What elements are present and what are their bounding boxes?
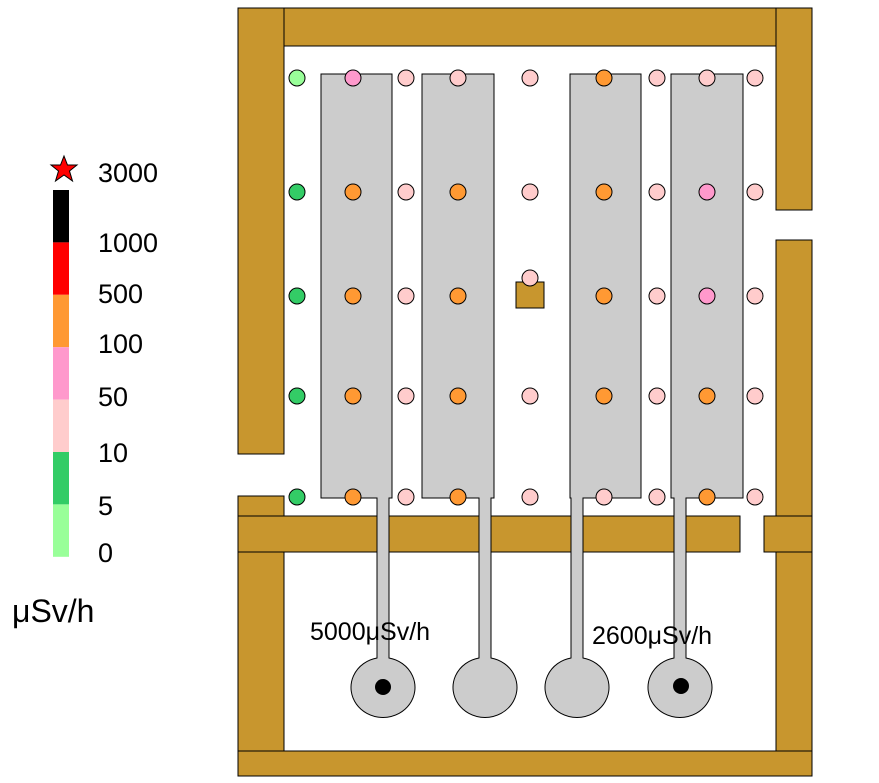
central-pillar [515,281,545,309]
legend-label-0: 0 [98,538,113,568]
measurement-point-r3-c1 [288,287,306,305]
hotspot-marker-left [375,679,391,695]
measurement-point-r3-c8 [698,287,716,305]
measurement-point-r4-c7 [648,387,666,405]
measurement-point-r5-c1 [288,488,306,506]
measurement-point-r4-c8 [698,387,716,405]
wall-partition-right [763,515,813,553]
measurement-point-r3-c6 [595,287,613,305]
tank-2-body [421,73,518,718]
measurement-point-r3-c7 [648,287,666,305]
measurement-point-r1-c5 [521,69,539,87]
legend-label-1000: 1000 [98,228,158,258]
tank-1 [320,73,416,718]
legend-label-3000: 3000 [98,158,158,188]
measurement-point-r4-c3 [397,387,415,405]
measurement-point-r5-c4 [449,488,467,506]
measurement-point-r5-c2 [344,488,362,506]
measurement-point-r2-c2 [344,183,362,201]
legend-swatch-0 [53,504,69,557]
measurement-point-r3-c4 [449,287,467,305]
measurement-point-r2-c6 [595,183,613,201]
measurement-point-r1-c6 [595,69,613,87]
wall-left-upper [237,7,285,455]
tank-4 [647,73,744,718]
legend-label-5: 5 [98,491,113,521]
legend-unit: μSv/h [12,593,94,629]
wall-bottom [237,750,813,777]
measurement-point-r2-c8 [698,183,716,201]
legend-swatch-100 [53,294,69,348]
measurement-point-r1-c3 [397,69,415,87]
measurement-point-r1-c9 [746,69,764,87]
measurement-point-r3-c9 [746,287,764,305]
measurement-point-r1-c7 [648,69,666,87]
measurement-point-r1-c4 [449,69,467,87]
tank-2 [421,73,518,718]
measurement-point-r5-c9 [746,488,764,506]
measurement-point-r2-c3 [397,183,415,201]
wall-right-upper [775,7,813,211]
measurement-point-r1-c1 [288,69,306,87]
star-icon [49,154,79,183]
legend-label-10: 10 [98,438,128,468]
measurement-point-r2-c7 [648,183,666,201]
legend-swatch-10 [53,399,69,452]
measurement-point-r1-c8 [698,69,716,87]
measurement-point-r4-c2 [344,387,362,405]
wall-top [237,7,813,47]
tank-4-body [647,73,744,718]
measurement-point-r2-c4 [449,183,467,201]
measurement-point-r4-c6 [595,387,613,405]
measurement-point-r5-c5 [521,488,539,506]
measurement-point-r4-c4 [449,387,467,405]
measurement-point-r1-c2 [344,69,362,87]
measurement-point-r3-c2 [344,287,362,305]
legend-swatch-1000 [53,190,69,243]
measurement-points [288,69,764,506]
measurement-point-r5-c8 [698,488,716,506]
tank-3 [544,73,642,718]
legend-swatch-5 [53,452,69,505]
measurement-point-r3-c3 [397,287,415,305]
measurement-point-r2-c5 [521,183,539,201]
legend-label-100: 100 [98,329,143,359]
measurement-point-r4-c9 [746,387,764,405]
legend-swatch-50 [53,347,69,400]
legend-swatch-500 [53,242,69,295]
reading-left: 5000μSv/h [310,618,430,646]
measurement-point-r4-c5 [521,387,539,405]
legend-label-50: 50 [98,382,128,412]
tanks [320,73,744,718]
measurement-point-r2-c1 [288,183,306,201]
hotspot-marker-right [673,678,689,694]
tank-3-body [544,73,642,718]
measurement-point-r4-c1 [288,387,306,405]
measurement-point-r5-c6 [595,488,613,506]
measurement-point-r5-c7 [648,488,666,506]
legend-label-500: 500 [98,279,143,309]
measurement-point-r2-c9 [746,183,764,201]
tank-1-body [320,73,416,718]
legend-color-bar [53,190,69,557]
measurement-point-r3-c5 [521,269,539,287]
reading-right: 2600μSv/h [592,622,712,650]
wall-right-lower [775,239,813,777]
measurement-point-r5-c3 [397,488,415,506]
